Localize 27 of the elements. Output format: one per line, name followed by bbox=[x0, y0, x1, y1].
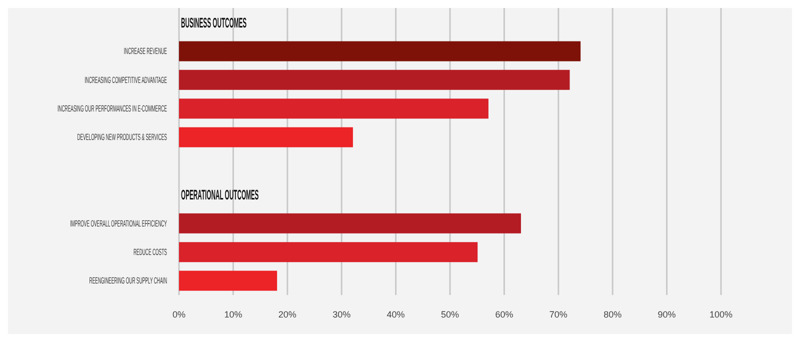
bar bbox=[179, 41, 581, 62]
x-tick-label: 70% bbox=[549, 309, 568, 320]
x-tick-label: 60% bbox=[495, 309, 514, 320]
y-tick-label: BUSINESS OUTCOMES bbox=[181, 16, 247, 32]
bar bbox=[179, 127, 353, 148]
bar bbox=[179, 98, 488, 119]
y-tick-label: IMPROVE OVERALL OPERATIONAL EFFICIENCY bbox=[70, 220, 168, 229]
x-tick-label: 90% bbox=[658, 309, 676, 320]
y-tick-label: INCREASE REVENUE bbox=[124, 48, 168, 57]
x-tick-label: 40% bbox=[386, 309, 405, 320]
y-tick-label: REENGINEERING OUR SUPPLY CHAIN bbox=[89, 277, 167, 286]
bar bbox=[179, 242, 478, 262]
x-tick-label: 20% bbox=[278, 309, 296, 320]
x-tick-label: 10% bbox=[224, 309, 242, 320]
bar bbox=[179, 213, 521, 234]
bar bbox=[179, 70, 570, 90]
x-tick-label: 0% bbox=[172, 309, 186, 320]
x-tick-label: 80% bbox=[604, 309, 622, 320]
y-tick-label: REDUCE COSTS bbox=[133, 248, 168, 258]
y-tick-label: OPERATIONAL OUTCOMES bbox=[181, 188, 259, 204]
x-tick-label: 50% bbox=[440, 309, 460, 320]
y-tick-label: DEVELOPING NEW PRODUCTS & SERVICES bbox=[77, 134, 168, 143]
y-tick-label: INCREASING COMPETITIVE ADVANTAGE bbox=[84, 76, 168, 86]
x-tick-label: 100% bbox=[709, 309, 733, 320]
bar bbox=[179, 270, 278, 291]
x-tick-label: 30% bbox=[332, 309, 351, 320]
y-tick-label: INCREASING OUR PERFORMANCES IN E-COMMERCE bbox=[58, 105, 168, 114]
